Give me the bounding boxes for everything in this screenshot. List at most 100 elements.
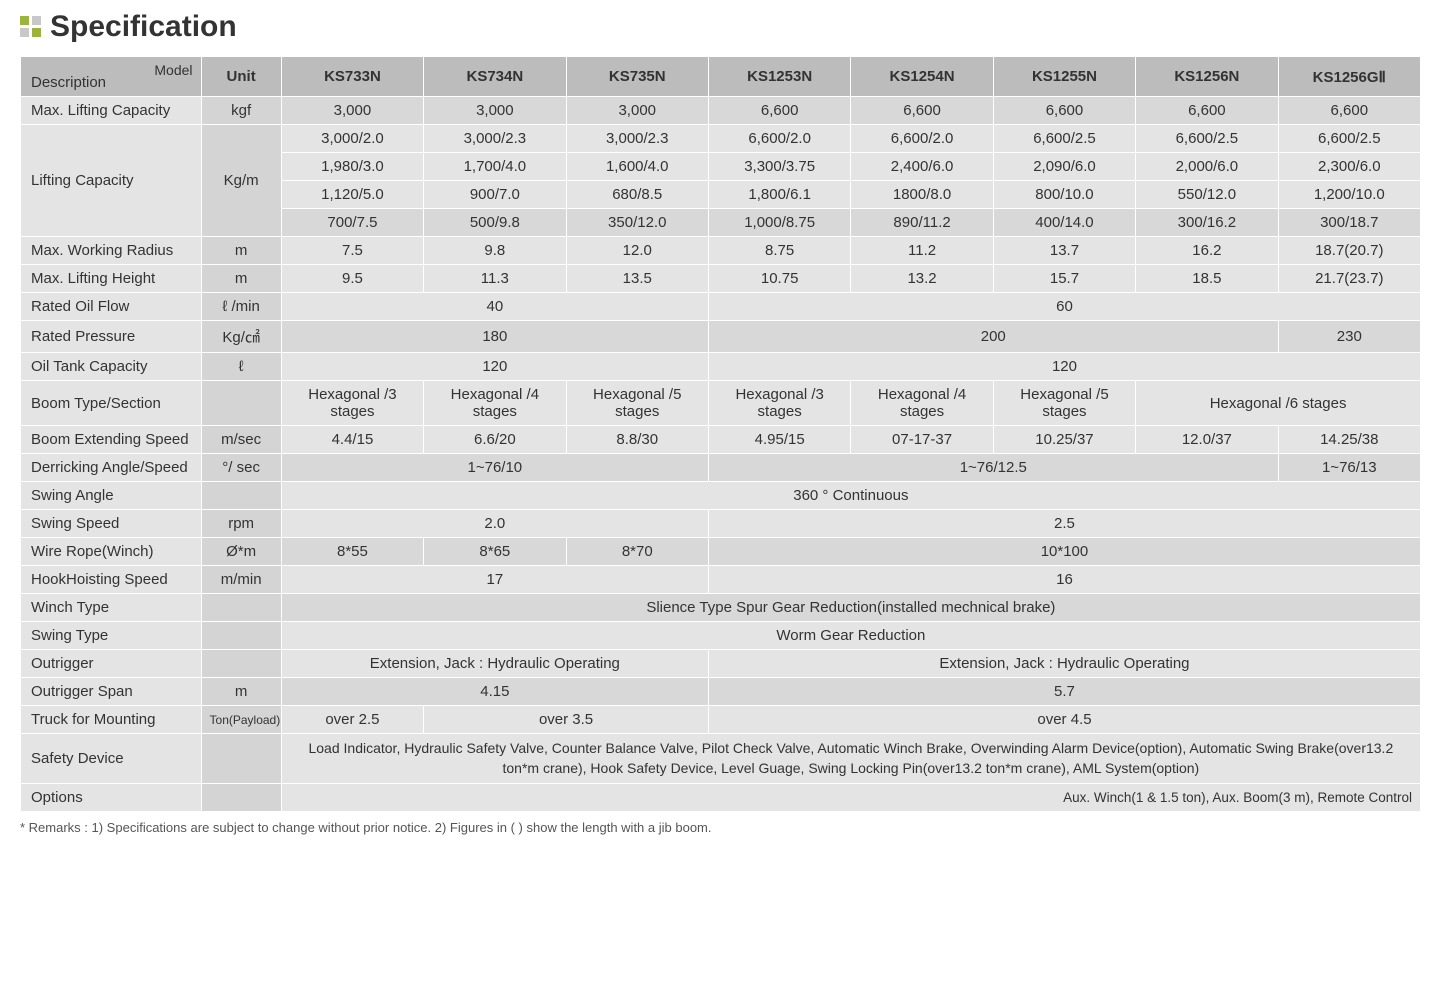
cell: 2,300/6.0: [1278, 153, 1420, 181]
row-wire-rope: Wire Rope(Winch) Ø*m 8*55 8*65 8*70 10*1…: [21, 538, 1421, 566]
cell: 3,000: [281, 97, 423, 125]
unit: ℓ: [201, 353, 281, 381]
unit: m/min: [201, 566, 281, 594]
cell: 8*55: [281, 538, 423, 566]
row-outrigger: Outrigger Extension, Jack : Hydraulic Op…: [21, 650, 1421, 678]
cell: 180: [281, 321, 708, 353]
row-swing-speed: Swing Speed rpm 2.0 2.5: [21, 510, 1421, 538]
cell: 14.25/38: [1278, 426, 1420, 454]
cell: 13.7: [993, 237, 1135, 265]
cell: 9.5: [281, 265, 423, 293]
cell: 300/18.7: [1278, 209, 1420, 237]
cell: 16.2: [1136, 237, 1278, 265]
cell: 10.75: [708, 265, 850, 293]
label: Max. Lifting Height: [21, 265, 202, 293]
unit: [201, 734, 281, 784]
unit: [201, 381, 281, 426]
cell: 400/14.0: [993, 209, 1135, 237]
row-max-work-radius: Max. Working Radius m 7.5 9.8 12.0 8.75 …: [21, 237, 1421, 265]
cell: 680/8.5: [566, 181, 708, 209]
label: Max. Working Radius: [21, 237, 202, 265]
row-safety: Safety Device Load Indicator, Hydraulic …: [21, 734, 1421, 784]
row-max-lift-cap: Max. Lifting Capacity kgf 3,000 3,000 3,…: [21, 97, 1421, 125]
cell: 13.5: [566, 265, 708, 293]
cell: 6,600: [851, 97, 993, 125]
unit: m/sec: [201, 426, 281, 454]
unit: kgf: [201, 97, 281, 125]
header-description: Model Description: [21, 57, 202, 97]
label: Wire Rope(Winch): [21, 538, 202, 566]
cell: 3,000: [566, 97, 708, 125]
unit: [201, 594, 281, 622]
header-model-0: KS733N: [281, 57, 423, 97]
unit: Ton(Payload): [201, 706, 281, 734]
cell: 1,700/4.0: [424, 153, 566, 181]
cell: 18.5: [1136, 265, 1278, 293]
cell: 8.8/30: [566, 426, 708, 454]
cell: Extension, Jack : Hydraulic Operating: [708, 650, 1420, 678]
cell: 60: [708, 293, 1420, 321]
cell: 11.3: [424, 265, 566, 293]
row-boom-type: Boom Type/Section Hexagonal /3 stages He…: [21, 381, 1421, 426]
row-swing-angle: Swing Angle 360 ° Continuous: [21, 482, 1421, 510]
row-hook-hoist: HookHoisting Speed m/min 17 16: [21, 566, 1421, 594]
header-model-7: KS1256GⅡ: [1278, 57, 1420, 97]
cell: Hexagonal /3 stages: [281, 381, 423, 426]
cell: 12.0/37: [1136, 426, 1278, 454]
cell: over 3.5: [424, 706, 709, 734]
row-lift-cap-1: Lifting Capacity Kg/m 3,000/2.0 3,000/2.…: [21, 125, 1421, 153]
label: Safety Device: [21, 734, 202, 784]
cell: Hexagonal /6 stages: [1136, 381, 1421, 426]
cell: 2,400/6.0: [851, 153, 993, 181]
cell: 18.7(20.7): [1278, 237, 1420, 265]
cell: 17: [281, 566, 708, 594]
unit: m: [201, 237, 281, 265]
cell: 300/16.2: [1136, 209, 1278, 237]
cell: Hexagonal /5 stages: [566, 381, 708, 426]
cell: 9.8: [424, 237, 566, 265]
cell: 6,600/2.5: [993, 125, 1135, 153]
cell: 6.6/20: [424, 426, 566, 454]
cell: 10*100: [708, 538, 1420, 566]
cell: 6,600/2.5: [1136, 125, 1278, 153]
cell: 360 ° Continuous: [281, 482, 1420, 510]
unit: [201, 482, 281, 510]
cell: 900/7.0: [424, 181, 566, 209]
cell: 2,000/6.0: [1136, 153, 1278, 181]
cell: 8*65: [424, 538, 566, 566]
unit: m: [201, 265, 281, 293]
unit: Ø*m: [201, 538, 281, 566]
cell: 230: [1278, 321, 1420, 353]
unit: °/ sec: [201, 454, 281, 482]
label: Swing Speed: [21, 510, 202, 538]
cell: 3,000/2.0: [281, 125, 423, 153]
label: Swing Type: [21, 622, 202, 650]
unit: Kg/㎠: [201, 321, 281, 353]
title-row: Specification: [20, 10, 1421, 44]
cell: 12.0: [566, 237, 708, 265]
label: Max. Lifting Capacity: [21, 97, 202, 125]
cell: 1800/8.0: [851, 181, 993, 209]
cell: 4.15: [281, 678, 708, 706]
cell: 3,000/2.3: [424, 125, 566, 153]
header-model-4: KS1254N: [851, 57, 993, 97]
row-boom-ext-speed: Boom Extending Speed m/sec 4.4/15 6.6/20…: [21, 426, 1421, 454]
cell: 15.7: [993, 265, 1135, 293]
cell: 6,600/2.5: [1278, 125, 1420, 153]
cell: Hexagonal /4 stages: [851, 381, 993, 426]
cell: 1,980/3.0: [281, 153, 423, 181]
unit: ℓ /min: [201, 293, 281, 321]
cell: 16: [708, 566, 1420, 594]
cell: 8.75: [708, 237, 850, 265]
cell: 4.95/15: [708, 426, 850, 454]
cell: Worm Gear Reduction: [281, 622, 1420, 650]
cell: 40: [281, 293, 708, 321]
cell: 6,600: [1278, 97, 1420, 125]
cell: 8*70: [566, 538, 708, 566]
label: HookHoisting Speed: [21, 566, 202, 594]
header-model-6: KS1256N: [1136, 57, 1278, 97]
cell: 1,800/6.1: [708, 181, 850, 209]
label: Options: [21, 784, 202, 812]
row-oil-tank: Oil Tank Capacity ℓ 120 120: [21, 353, 1421, 381]
label: Derricking Angle/Speed: [21, 454, 202, 482]
